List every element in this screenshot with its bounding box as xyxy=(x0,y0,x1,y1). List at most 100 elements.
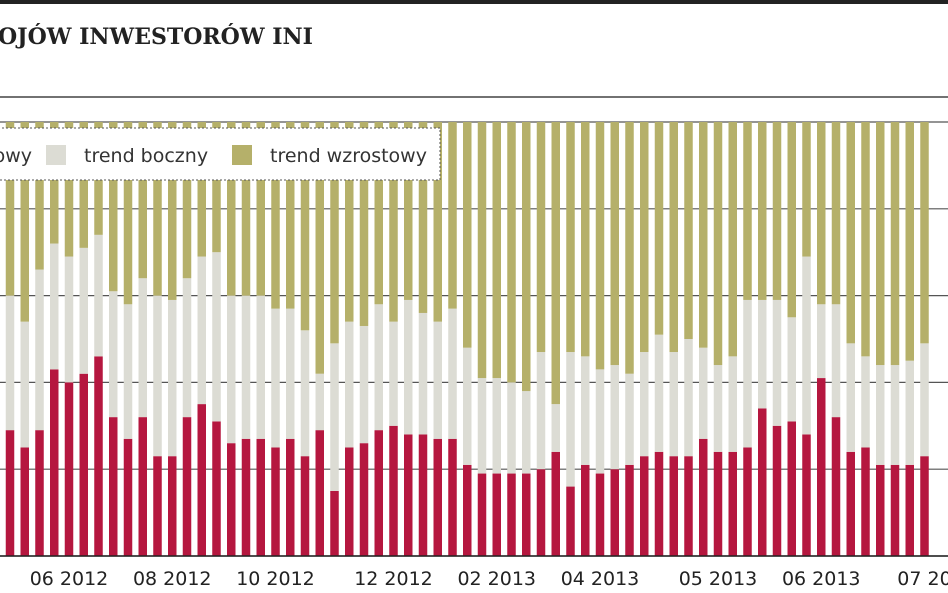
bar-segment xyxy=(905,464,914,556)
bar-segment xyxy=(50,122,59,244)
bar-segment xyxy=(817,304,826,379)
bar-segment xyxy=(669,456,678,556)
bar-segment xyxy=(654,334,664,452)
bar-segment xyxy=(743,122,752,300)
bar-segment xyxy=(522,473,531,556)
bar-segment xyxy=(522,391,531,474)
bar-segment xyxy=(831,122,841,305)
bar-segment xyxy=(787,421,796,556)
bar-segment xyxy=(536,352,546,470)
bar-segment xyxy=(212,421,221,556)
bar-segment xyxy=(610,122,619,366)
bar-segment xyxy=(699,347,708,439)
bar-segment xyxy=(713,122,723,366)
bar-segment xyxy=(5,122,15,296)
bar-segment xyxy=(168,456,177,556)
bar-segment xyxy=(802,434,811,556)
bar-segment xyxy=(492,473,501,556)
bar-segment xyxy=(153,295,162,457)
bar-segment xyxy=(654,451,664,556)
bar-segment xyxy=(359,122,369,326)
bar-segment xyxy=(654,122,664,335)
bar-segment xyxy=(374,430,383,556)
x-tick-label: 07 20 xyxy=(897,568,948,590)
bar-segment xyxy=(109,122,118,292)
bar-segment xyxy=(581,356,590,465)
bar-segment xyxy=(286,122,295,309)
bar-segment xyxy=(256,438,265,556)
bar-segment xyxy=(448,308,457,439)
bar-segment xyxy=(477,473,487,556)
bar-segment xyxy=(197,256,206,405)
bar-segment xyxy=(241,438,251,556)
bar-segment xyxy=(345,447,354,556)
bar-segment xyxy=(418,312,428,435)
bar-segment xyxy=(330,343,339,491)
bar-segment xyxy=(890,365,900,465)
bar-segment xyxy=(256,295,265,439)
bar-segment xyxy=(109,417,118,556)
bar-segment xyxy=(551,404,560,452)
bar-segment xyxy=(669,352,678,457)
bar-segment xyxy=(5,295,15,431)
bar-segment xyxy=(890,464,900,556)
bar-segment xyxy=(595,369,605,474)
bar-segment xyxy=(787,122,796,318)
bar-segment xyxy=(669,122,678,353)
bar-segment xyxy=(595,473,605,556)
bar-segment xyxy=(271,122,280,309)
bar-segment xyxy=(728,122,737,357)
bar-segment xyxy=(566,486,575,556)
bar-segment xyxy=(477,122,487,379)
bar-segment xyxy=(566,122,575,353)
bar-segment xyxy=(536,122,546,353)
bar-segment xyxy=(433,438,442,556)
bar-segment xyxy=(581,464,590,556)
bar-segment xyxy=(241,122,251,296)
bar-segment xyxy=(507,382,516,474)
bar-segment xyxy=(271,308,280,448)
bar-segment xyxy=(315,430,324,556)
x-tick-label: 12 2012 xyxy=(354,568,433,590)
bar-segment xyxy=(286,308,295,439)
bar-segment xyxy=(138,417,147,556)
bar-segment xyxy=(817,378,826,556)
bar-segment xyxy=(640,352,649,457)
legend-box xyxy=(0,127,441,181)
bar-segment xyxy=(94,356,103,556)
bar-segment xyxy=(286,438,295,556)
bar-segment xyxy=(315,122,324,374)
bar-segment xyxy=(35,269,44,431)
bar-segment xyxy=(109,291,118,418)
bar-segment xyxy=(772,425,782,556)
bar-segment xyxy=(876,365,885,465)
legend-swatch xyxy=(46,145,66,165)
bar-segment xyxy=(35,430,44,556)
bar-segment xyxy=(507,122,516,383)
bar-segment xyxy=(153,456,162,556)
bar-segment xyxy=(713,365,723,452)
bar-segment xyxy=(389,321,398,426)
x-tick-label: 04 2013 xyxy=(561,568,640,590)
bar-segment xyxy=(684,122,693,339)
bar-segment xyxy=(758,299,767,409)
bar-segment xyxy=(595,122,605,370)
bar-segment xyxy=(123,122,133,305)
bar-segment xyxy=(846,343,855,452)
legend-label: towy xyxy=(0,145,32,167)
bar-segment xyxy=(522,122,531,392)
bar-segment xyxy=(123,304,133,439)
bar-segment xyxy=(861,447,870,556)
bar-segment xyxy=(728,451,737,556)
legend-label: trend boczny xyxy=(84,145,208,167)
x-tick-label: 02 2013 xyxy=(457,568,536,590)
bar-segment xyxy=(168,299,177,457)
bar-segment xyxy=(713,451,723,556)
bar-segment xyxy=(492,122,501,379)
chart-title: OJÓW INWESTORÓW INI xyxy=(0,23,313,50)
bar-segment xyxy=(241,295,251,439)
bar-segment xyxy=(492,378,501,474)
bar-segment xyxy=(64,122,74,257)
bar-segment xyxy=(418,434,428,556)
x-tick-label: 08 2012 xyxy=(133,568,212,590)
